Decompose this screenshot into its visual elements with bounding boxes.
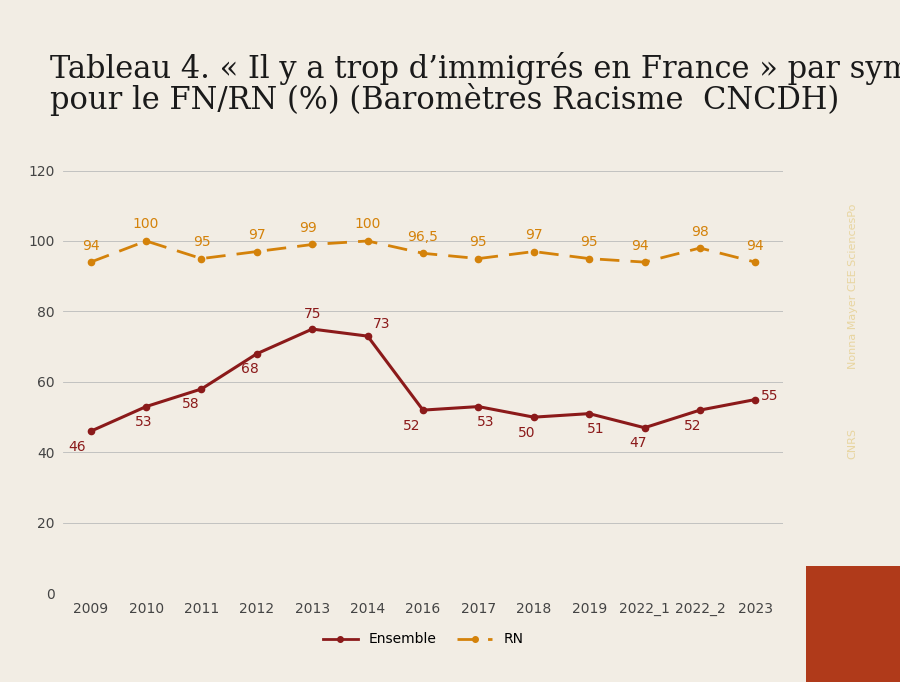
Text: 51: 51 [588, 422, 605, 436]
Text: 95: 95 [193, 235, 211, 249]
Text: 52: 52 [684, 419, 702, 432]
Text: 55: 55 [760, 389, 778, 402]
Text: 52: 52 [403, 419, 420, 432]
Text: 100: 100 [133, 218, 159, 231]
Text: 46: 46 [68, 440, 86, 454]
Text: 73: 73 [373, 316, 391, 331]
Text: 53: 53 [477, 415, 494, 429]
Text: Tableau 4. « Il y a trop d’immigrés en France » par sympathie: Tableau 4. « Il y a trop d’immigrés en F… [50, 53, 900, 85]
Text: 53: 53 [134, 415, 152, 429]
Text: 94: 94 [632, 239, 649, 252]
Text: 98: 98 [691, 224, 709, 239]
Text: 47: 47 [629, 436, 646, 450]
Text: 97: 97 [525, 228, 543, 242]
Text: 94: 94 [746, 239, 764, 252]
Text: 94: 94 [82, 239, 100, 252]
Bar [806, 566, 900, 682]
Text: 95: 95 [470, 235, 487, 249]
Text: 99: 99 [299, 221, 317, 235]
Legend: Ensemble, RN: Ensemble, RN [318, 627, 528, 652]
Text: 96,5: 96,5 [408, 230, 438, 243]
Text: CNRS: CNRS [848, 428, 858, 459]
Text: pour le FN/RN (%) (Baromètres Racisme  CNCDH): pour le FN/RN (%) (Baromètres Racisme CN… [50, 83, 839, 116]
Text: 95: 95 [580, 235, 598, 249]
Text: Nonna Mayer CEE SciencesPo: Nonna Mayer CEE SciencesPo [848, 204, 858, 369]
Text: 97: 97 [248, 228, 266, 242]
Text: 58: 58 [182, 398, 199, 411]
Text: 100: 100 [355, 218, 381, 231]
Text: 68: 68 [241, 362, 259, 376]
Text: 50: 50 [518, 426, 536, 440]
Text: 75: 75 [303, 307, 321, 321]
